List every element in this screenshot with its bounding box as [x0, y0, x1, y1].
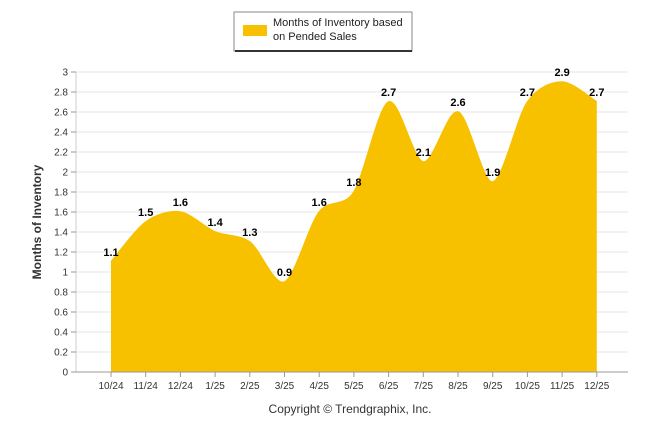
x-tick-label: 2/25	[240, 381, 260, 392]
y-tick-label: 0.6	[54, 308, 68, 319]
x-tick-label: 8/25	[448, 381, 468, 392]
y-tick-label: 3	[62, 68, 68, 79]
data-label: 2.7	[589, 87, 604, 99]
y-axis-title: Months of Inventory	[30, 164, 44, 279]
y-tick-label: 2	[62, 168, 68, 179]
data-labels: 1.1 1.5 1.6 1.4 1.3 0.9 1.6 1.8 2.7 2.1 2.6 1.9 2.7 2…	[103, 67, 604, 279]
x-tick-label: 4/25	[309, 381, 329, 392]
x-tick-label: 12/25	[584, 381, 609, 392]
data-label: 1.3	[242, 227, 257, 239]
y-tick-label: 1.8	[54, 188, 68, 199]
copyright-footer: Copyright © Trendgraphix, Inc.	[269, 402, 432, 416]
x-tick-label: 7/25	[414, 381, 434, 392]
x-tick-label: 9/25	[483, 381, 503, 392]
area-series	[110, 81, 598, 372]
y-tick-label: 0.2	[54, 348, 68, 359]
y-tick-label: 2.4	[54, 128, 68, 139]
y-tick-label: 0.8	[54, 288, 68, 299]
x-tick-label: 10/25	[515, 381, 540, 392]
y-tick-label: 2.8	[54, 88, 68, 99]
x-tick-label: 5/25	[344, 381, 364, 392]
y-tick-label: 1.6	[54, 208, 68, 219]
data-label: 1.1	[103, 247, 118, 259]
data-label: 2.7	[381, 87, 396, 99]
area-line	[110, 81, 598, 283]
legend-label: Months of Inventory based on Pended Sale…	[273, 17, 406, 43]
legend-swatch	[243, 25, 267, 36]
data-label: 1.9	[485, 167, 500, 179]
data-label: 1.8	[346, 177, 361, 189]
y-tick-label: 0	[62, 368, 68, 379]
x-tick-label: 6/25	[379, 381, 399, 392]
y-tick-label: 1	[62, 268, 68, 279]
data-label: 1.6	[312, 197, 327, 209]
y-tick-label: 1.2	[54, 248, 68, 259]
x-tick-label: 11/24	[134, 381, 159, 392]
x-tick-label: 10/24	[98, 381, 123, 392]
y-tick-label: 0.4	[54, 328, 68, 339]
data-label: 1.5	[138, 207, 153, 219]
data-label: 0.9	[277, 267, 292, 279]
x-tick-label: 3/25	[275, 381, 295, 392]
y-tick-label: 2.6	[54, 108, 68, 119]
data-label: 1.4	[207, 217, 223, 229]
x-tick-label: 11/25	[550, 381, 575, 392]
y-axis: 0 0.2 0.4 0.6 0.8 1 1.2 1.4 1.6 1.8 2 2.2 2.4 2.6 2.8 3	[54, 68, 77, 379]
data-label: 2.6	[450, 97, 465, 109]
x-axis: 10/24 11/24 12/24 1/25 2/25 3/25 4/25 5/25 6/25 7…	[76, 371, 628, 392]
area-fill	[111, 82, 597, 372]
data-label: 2.9	[554, 67, 569, 79]
data-label: 2.7	[520, 87, 535, 99]
data-label: 1.6	[173, 197, 188, 209]
x-tick-label: 12/24	[168, 381, 193, 392]
y-tick-label: 2.2	[54, 148, 68, 159]
x-tick-label: 1/25	[205, 381, 225, 392]
y-tick-label: 1.4	[54, 228, 68, 239]
data-label: 2.1	[416, 147, 431, 159]
legend: Months of Inventory based on Pended Sale…	[233, 11, 413, 52]
